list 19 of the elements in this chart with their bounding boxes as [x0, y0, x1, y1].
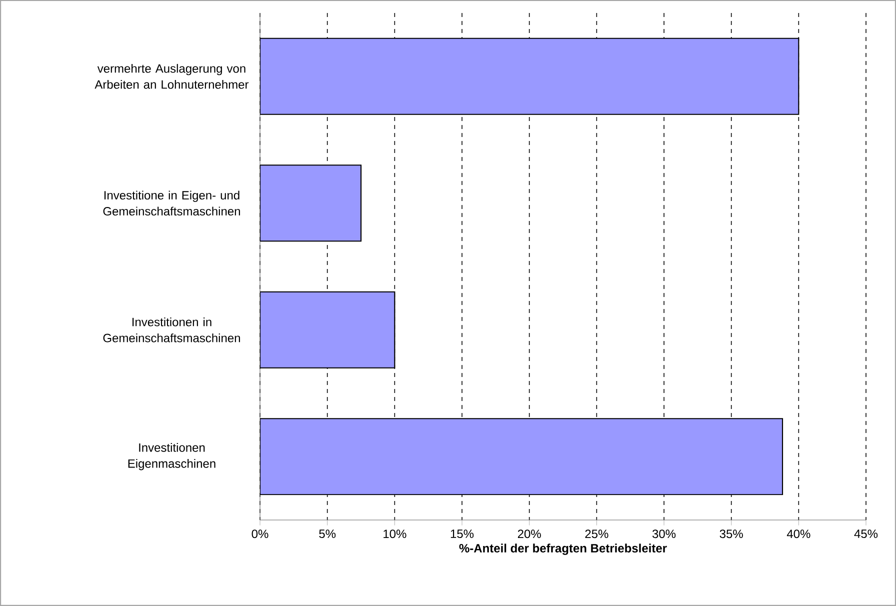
y-tick-label: Investitione in Eigen- und Gemeinschaftsmaschinen [103, 190, 240, 216]
x-tick-label: 45% [854, 530, 878, 538]
x-tick-label: 20% [518, 530, 541, 538]
bar [260, 164, 362, 242]
x-tick-label: 25% [585, 530, 608, 538]
y-tick-label: Investitionen Eigenmaschinen [128, 443, 216, 470]
x-tick-label: 15% [450, 530, 474, 538]
bar [260, 418, 784, 496]
y-tick-label: vermehrte Auslagerung von Arbeiten an Lohnuternehmer [94, 64, 249, 89]
x-tick-label: 35% [720, 530, 743, 538]
y-tick-label: Investitionen in Gemeinschaftsmaschinen [103, 317, 240, 342]
bar [260, 38, 800, 115]
x-axis-title: %-Anteil der befragten Betriebsleiter [459, 544, 667, 555]
x-tick-label: 40% [786, 530, 810, 538]
x-tick-label: 5% [319, 530, 336, 538]
bar [260, 291, 396, 368]
x-tick-label: 0% [252, 530, 268, 538]
x-tick-label: 10% [384, 530, 406, 538]
x-tick-label: 30% [652, 530, 676, 538]
